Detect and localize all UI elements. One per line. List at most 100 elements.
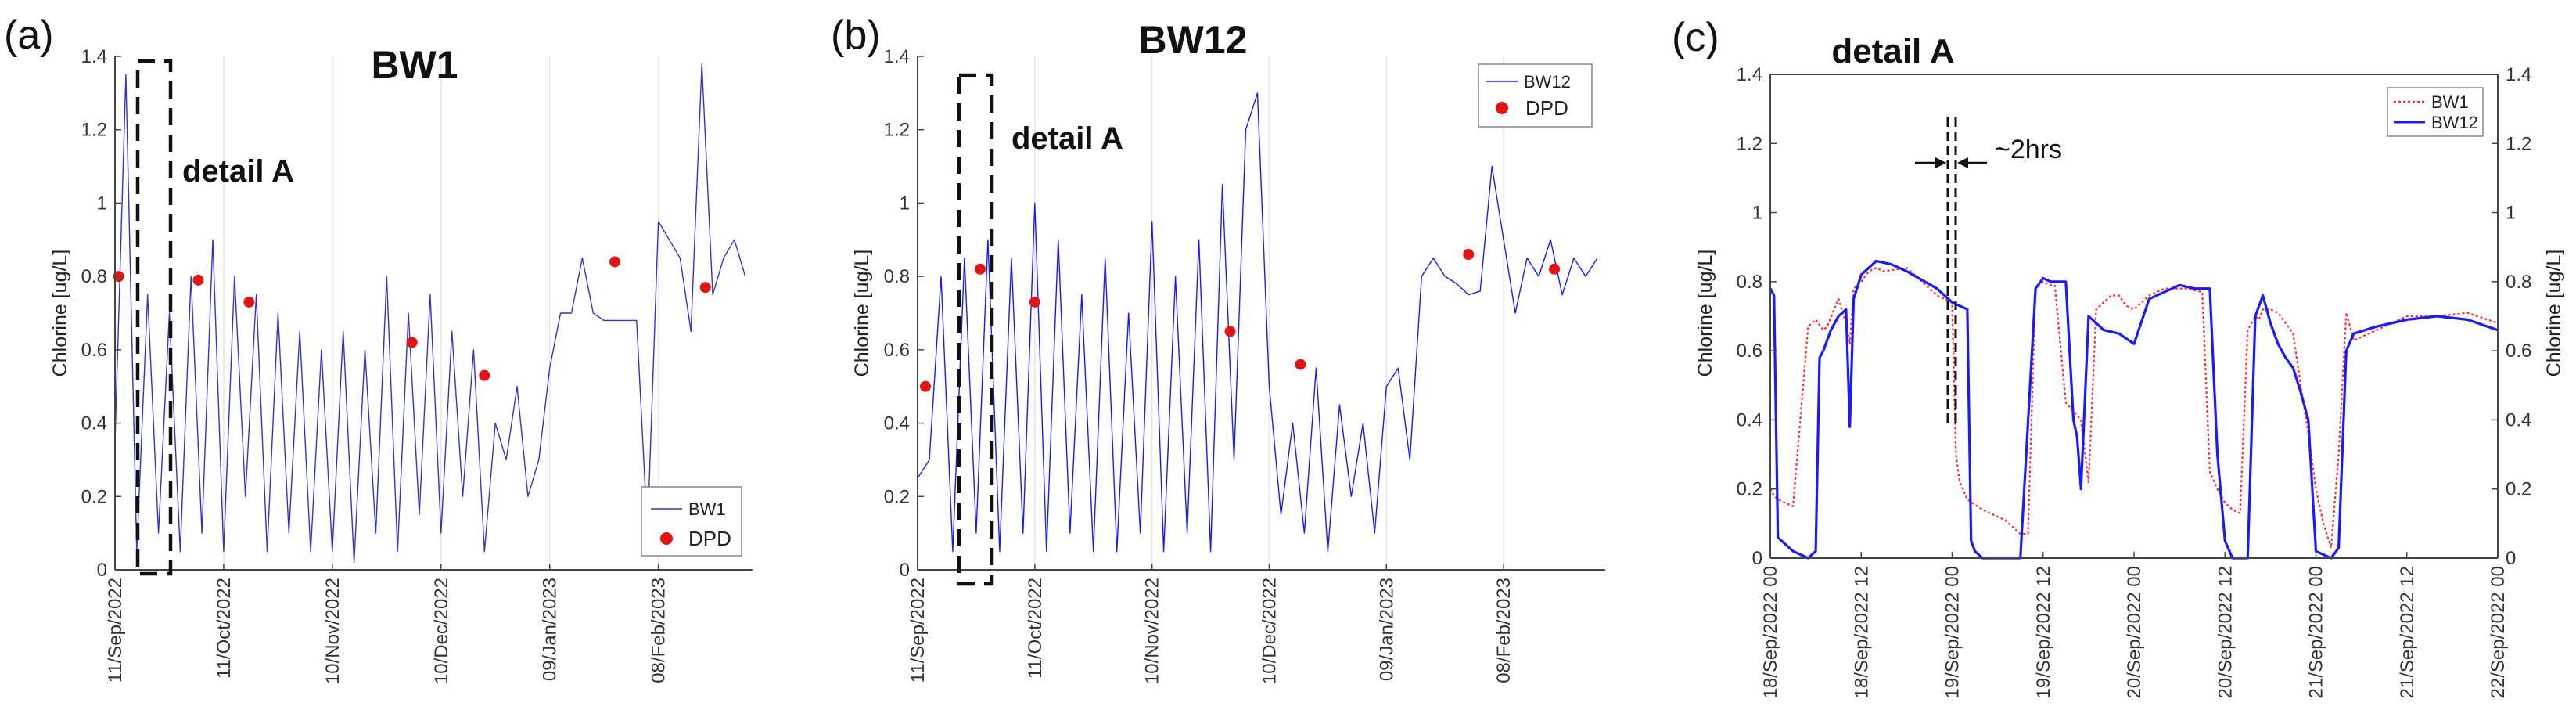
x-tick-label: 20/Sep/2022 12 xyxy=(2215,566,2236,699)
x-tick-label: 22/Sep/2022 00 xyxy=(2488,566,2509,699)
dpd-point xyxy=(192,274,204,286)
y-tick-label-right: 0.6 xyxy=(2506,340,2531,362)
chart-panel-a: 0 0.2 0.4 0.6 0.8 1 1.2 1.4 11/Sep/2022 11/Oct/20… xyxy=(81,46,753,684)
y-tick-label: 0.6 xyxy=(81,340,107,361)
arrow-right-head xyxy=(1957,157,1968,168)
x-tick-label: 11/Sep/2022 xyxy=(907,578,929,683)
x-tick-label: 19/Sep/2022 00 xyxy=(1942,566,1963,699)
series-line-bw1 xyxy=(114,63,746,564)
panel-label-a: (a) xyxy=(4,13,54,58)
legend-label-dpd: DPD xyxy=(688,527,731,550)
x-tick-label: 10/Nov/2022 xyxy=(322,578,343,684)
series-line-bw12 xyxy=(917,92,1598,553)
x-tick-label: 11/Sep/2022 xyxy=(105,578,126,683)
y-tick-label: 1 xyxy=(1752,203,1762,224)
y-tick-label-right: 1 xyxy=(2506,203,2516,224)
y-tick-label: 0 xyxy=(1752,548,1762,569)
x-tick-label: 11/Oct/2022 xyxy=(1025,578,1046,679)
series-line-bw1 xyxy=(1769,267,2499,549)
chart-panel-b: 0 0.2 0.4 0.6 0.8 1 1.2 1.4 11/Sep/2022 11/Oct/20… xyxy=(884,46,1605,684)
y-tick-label: 1 xyxy=(97,193,107,214)
y-tick-label: 1.4 xyxy=(1737,64,1762,85)
y-tick-label-right: 0.2 xyxy=(2506,479,2531,500)
dpd-point xyxy=(1295,358,1306,370)
x-tick-label: 10/Dec/2022 xyxy=(431,578,452,684)
legend-label-bw12: BW12 xyxy=(1524,72,1571,92)
legend-box-a xyxy=(641,486,742,557)
y-axis-title-c-left: Chlorine [ug/L] xyxy=(1694,250,1716,377)
panel-title-b: BW12 xyxy=(1139,18,1248,62)
legend-label-bw1-c: BW1 xyxy=(2431,92,2469,112)
y-tick-label-right: 0.4 xyxy=(2506,409,2531,431)
dpd-point xyxy=(919,380,931,392)
x-tick-label: 20/Sep/2022 00 xyxy=(2124,566,2145,699)
y-tick-label: 1.2 xyxy=(81,120,107,141)
y-tick-label: 1.4 xyxy=(884,46,910,67)
legend-label-bw1: BW1 xyxy=(688,499,726,519)
dpd-point xyxy=(974,263,986,275)
y-tick-label-right: 1.2 xyxy=(2506,133,2531,154)
y-tick-label: 1 xyxy=(900,193,910,214)
y-axis-title-b: Chlorine [ug/L] xyxy=(851,250,873,377)
y-tick-label: 0.4 xyxy=(81,413,107,434)
panel-title-c: detail A xyxy=(1831,32,1954,70)
panel-title-a: BW1 xyxy=(371,43,458,87)
x-tick-label: 18/Sep/2022 12 xyxy=(1851,566,1872,699)
dpd-point xyxy=(406,337,418,348)
x-tick-label: 08/Feb/2023 xyxy=(648,578,670,683)
legend-label-dpd-b: DPD xyxy=(1525,96,1568,120)
panel-label-b: (b) xyxy=(831,13,881,58)
arrow-left-head xyxy=(1935,157,1946,168)
y-tick-label: 0.4 xyxy=(1737,409,1762,431)
dpd-point xyxy=(699,282,711,294)
dpd-point xyxy=(479,369,490,381)
x-tick-label: 10/Nov/2022 xyxy=(1142,578,1163,684)
dpd-point xyxy=(1549,263,1561,275)
chart-panel-c: 0 0 0.2 0.2 0.4 0.4 0.6 0.6 0.8 0.8 1 1 1.2 1.2 1.4 1.4… xyxy=(1737,64,2532,699)
x-tick-label: 09/Jan/2023 xyxy=(540,578,561,681)
x-tick-label: 18/Sep/2022 00 xyxy=(1760,566,1781,699)
y-axis-title-a: Chlorine [ug/L] xyxy=(49,250,71,377)
y-tick-label: 1.4 xyxy=(81,46,107,67)
dpd-point xyxy=(1463,249,1475,261)
legend-swatch-dpd xyxy=(660,532,673,545)
panel-label-c: (c) xyxy=(1672,15,1719,60)
detail-a-label: detail A xyxy=(182,154,294,189)
y-tick-label: 0 xyxy=(97,560,107,581)
y-tick-label: 0.4 xyxy=(884,413,910,434)
y-tick-label: 0.2 xyxy=(1737,479,1762,500)
y-tick-label: 0.2 xyxy=(81,486,107,507)
legend-box-c xyxy=(2387,87,2484,137)
y-tick-label: 1.2 xyxy=(884,120,910,141)
x-tick-label: 11/Oct/2022 xyxy=(214,578,235,679)
x-tick-label: 21/Sep/2022 12 xyxy=(2397,566,2418,699)
x-tick-label: 19/Sep/2022 12 xyxy=(2033,566,2054,699)
x-tick-label: 21/Sep/2022 00 xyxy=(2306,566,2327,699)
y-tick-label-right: 0 xyxy=(2506,548,2516,569)
legend-swatch-dpd-b xyxy=(1496,102,1508,114)
y-tick-label: 0.6 xyxy=(884,340,910,361)
y-tick-label: 0.6 xyxy=(1737,340,1762,362)
x-tick-label: 10/Dec/2022 xyxy=(1259,578,1280,684)
y-tick-label: 0.2 xyxy=(884,486,910,507)
y-tick-label: 0.8 xyxy=(1737,272,1762,293)
y-axis-title-c-right: Chlorine [ug/L] xyxy=(2543,250,2565,377)
y-tick-label-right: 1.4 xyxy=(2506,64,2531,85)
x-tick-label: 08/Feb/2023 xyxy=(1493,578,1514,683)
y-tick-label: 1.2 xyxy=(1737,133,1762,154)
dpd-point xyxy=(243,296,255,308)
two-hour-annotation: ~2hrs xyxy=(1995,135,2062,164)
dpd-point xyxy=(1029,296,1040,308)
legend-box-b xyxy=(1478,63,1593,128)
x-tick-label: 09/Jan/2023 xyxy=(1376,578,1397,681)
detail-a-box xyxy=(135,59,173,576)
dpd-point xyxy=(1224,326,1236,337)
dpd-point xyxy=(609,256,621,268)
legend-label-bw12-c: BW12 xyxy=(2431,113,2478,132)
detail-b-label: detail A xyxy=(1011,121,1123,156)
y-tick-label: 0.8 xyxy=(81,266,107,287)
y-tick-label: 0 xyxy=(900,560,910,581)
y-tick-label-right: 0.8 xyxy=(2506,272,2531,293)
series-line-bw12 xyxy=(1769,259,2499,560)
